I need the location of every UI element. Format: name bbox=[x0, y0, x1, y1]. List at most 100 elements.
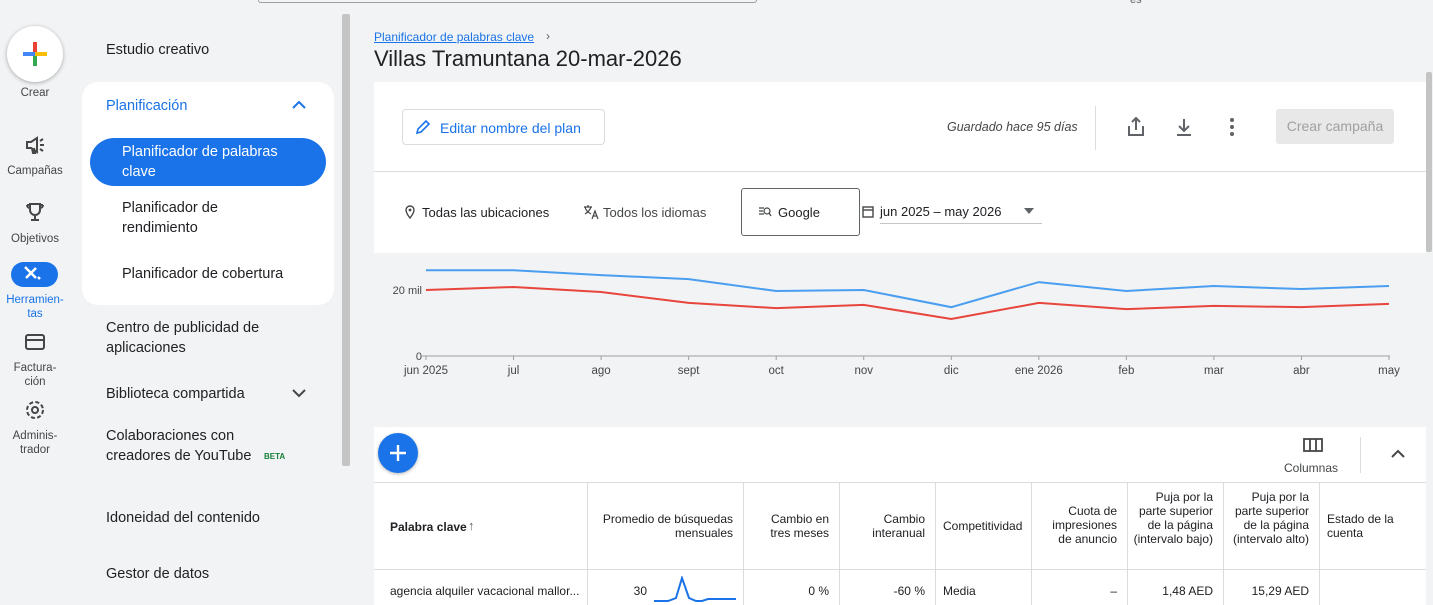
collapse-icon[interactable] bbox=[290, 98, 308, 112]
breadcrumb-separator: › bbox=[546, 29, 550, 43]
dropdown-arrow[interactable] bbox=[1023, 207, 1035, 215]
active-pill[interactable] bbox=[11, 262, 58, 287]
column-divider bbox=[1223, 483, 1224, 605]
sparkline bbox=[654, 576, 736, 602]
calendar-icon bbox=[862, 206, 874, 218]
divider bbox=[1095, 106, 1096, 150]
campaigns-icon[interactable] bbox=[23, 133, 47, 157]
x-tick-label: abr bbox=[1293, 365, 1310, 377]
download-icon[interactable] bbox=[1172, 115, 1196, 139]
nav-item[interactable]: Gestor de datos bbox=[106, 566, 210, 582]
scrollbar[interactable] bbox=[1426, 72, 1432, 252]
column-header[interactable]: Cambio en tres meses bbox=[770, 512, 829, 540]
table-cell: 1,48 AED bbox=[1162, 584, 1213, 598]
rail-item[interactable]: Objetivos bbox=[11, 233, 59, 245]
divider bbox=[374, 482, 1426, 483]
table-cell: – bbox=[1110, 584, 1117, 598]
search-icon bbox=[759, 207, 772, 217]
x-tick-label: sept bbox=[678, 365, 701, 377]
column-header[interactable]: Estado de la cuenta bbox=[1327, 512, 1394, 540]
series-line bbox=[426, 269, 1390, 309]
nav-item[interactable]: Estudio creativo bbox=[106, 42, 210, 58]
edit-button[interactable]: Editar nombre del plan bbox=[402, 109, 605, 145]
x-tick-label: nov bbox=[854, 365, 873, 377]
table-cell: Media bbox=[943, 584, 976, 598]
table-cell: 0 % bbox=[808, 584, 829, 598]
create-button[interactable] bbox=[7, 26, 63, 82]
table-cell: 30 bbox=[633, 584, 647, 598]
nav-group-title[interactable]: Planificación bbox=[106, 98, 188, 114]
nav-item[interactable]: Centro de publicidad de aplicaciones bbox=[106, 320, 260, 356]
more-icon[interactable] bbox=[1220, 115, 1244, 139]
column-header[interactable]: Palabra clave bbox=[390, 520, 467, 534]
column-divider bbox=[935, 483, 936, 605]
column-header[interactable]: Promedio de búsquedas mensuales bbox=[602, 512, 733, 540]
column-header[interactable]: Puja por la parte superior de la página … bbox=[1133, 490, 1213, 546]
search-box[interactable] bbox=[258, 0, 757, 3]
scrollbar[interactable] bbox=[342, 14, 350, 466]
keyword-table bbox=[374, 427, 1426, 605]
languages-filter[interactable]: Todos los idiomas bbox=[603, 205, 707, 220]
date-underline bbox=[880, 223, 1042, 224]
table-cell: 15,29 AED bbox=[1251, 584, 1309, 598]
expand-icon[interactable] bbox=[290, 386, 308, 400]
x-tick-label: dic bbox=[944, 365, 959, 377]
table-cell: agencia alquiler vacacional mallor... bbox=[390, 584, 580, 598]
breadcrumb[interactable]: Planificador de palabras clave bbox=[374, 30, 535, 44]
series-line bbox=[425, 286, 1390, 321]
column-divider bbox=[743, 483, 744, 605]
plus-icon bbox=[390, 445, 406, 461]
nav-item[interactable]: Idoneidad del contenido bbox=[106, 510, 260, 526]
column-header[interactable]: Competitividad bbox=[943, 519, 1023, 533]
rail-item[interactable]: Adminis- trador bbox=[12, 430, 58, 456]
goals-icon[interactable] bbox=[23, 200, 47, 224]
network-filter[interactable]: Google bbox=[741, 188, 860, 236]
create-campaign-button[interactable]: Crear campaña bbox=[1276, 109, 1394, 144]
x-tick-label: may bbox=[1378, 365, 1400, 377]
x-tick-label: jun 2025 bbox=[403, 365, 448, 377]
x-tick-label: ene 2026 bbox=[1015, 365, 1063, 377]
divider bbox=[374, 569, 1426, 570]
plus-icon bbox=[23, 42, 47, 66]
share-icon[interactable] bbox=[1124, 115, 1148, 139]
admin-icon[interactable] bbox=[23, 398, 47, 422]
columns-label[interactable]: Columnas bbox=[1284, 461, 1339, 475]
create-label[interactable]: Crear bbox=[20, 87, 50, 99]
page-title: Villas Tramuntana 20-mar-2026 bbox=[374, 46, 682, 71]
nav-subitem-active[interactable]: Planificador de palabras clave bbox=[122, 144, 278, 180]
x-tick-label: mar bbox=[1204, 365, 1224, 377]
collapse-icon[interactable] bbox=[1389, 447, 1407, 459]
column-divider bbox=[1031, 483, 1032, 605]
language[interactable]: es bbox=[1130, 0, 1142, 6]
locations-filter[interactable]: Todas las ubicaciones bbox=[422, 205, 550, 220]
network-label: Google bbox=[778, 205, 820, 220]
nav-item[interactable]: Colaboraciones con creadores de YouTube bbox=[106, 428, 252, 464]
add-keyword-button[interactable] bbox=[378, 433, 418, 473]
column-header[interactable]: Puja por la parte superior de la página … bbox=[1232, 490, 1309, 546]
columns-icon[interactable] bbox=[1303, 437, 1323, 453]
pencil-icon bbox=[415, 119, 431, 135]
column-header[interactable]: Cuota de impresiones de anuncio bbox=[1052, 504, 1117, 546]
y-tick-label: 0 bbox=[416, 351, 422, 363]
nav-item[interactable]: Biblioteca compartida bbox=[106, 386, 245, 402]
x-tick-label: jul bbox=[507, 365, 520, 377]
plan-card bbox=[374, 82, 1426, 253]
nav-subitem[interactable]: Planificador de cobertura bbox=[122, 266, 284, 282]
nav-active-pill[interactable] bbox=[90, 138, 326, 186]
column-header[interactable]: Cambio interanual bbox=[872, 512, 925, 540]
trend-chart: 0 20 mil jun 2025 jul ago sept oct nov dic ene 20… bbox=[393, 269, 1400, 377]
date-range[interactable]: jun 2025 – may 2026 bbox=[880, 204, 1002, 219]
rail-item[interactable]: Factura- ción bbox=[13, 362, 57, 388]
billing-icon[interactable] bbox=[23, 330, 47, 354]
column-divider bbox=[587, 483, 588, 605]
rail-item-active[interactable]: Herramien- tas bbox=[6, 294, 64, 320]
column-divider bbox=[1127, 483, 1128, 605]
divider bbox=[374, 171, 1426, 172]
column-divider bbox=[839, 483, 840, 605]
planning-group bbox=[82, 82, 334, 305]
rail-item[interactable]: Campañas bbox=[7, 165, 63, 177]
translate-icon bbox=[584, 205, 599, 220]
table-cell: -60 % bbox=[893, 584, 925, 598]
nav-subitem[interactable]: Planificador de rendimiento bbox=[122, 200, 218, 236]
